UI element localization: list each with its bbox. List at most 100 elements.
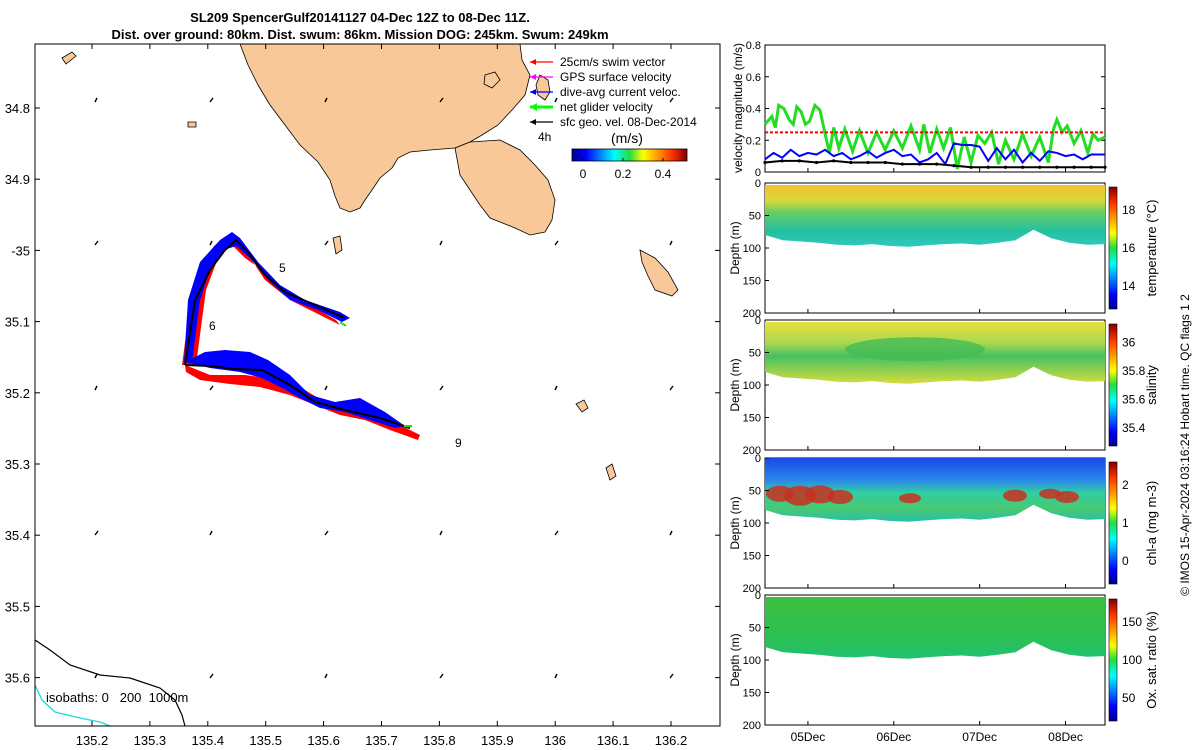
- map-x-tick-label: 135.6: [307, 733, 340, 748]
- colorbar-tick-label: 2: [1122, 478, 1129, 492]
- map-x-tick-label: 135.7: [365, 733, 398, 748]
- legend-time-step: 4h: [538, 130, 551, 144]
- island-land: [61, 51, 77, 65]
- map-x-axis: 135.2 135.3 135.4 135.5 135.6 135.7 135.8 135.9…: [76, 44, 687, 748]
- section-data-field: [765, 185, 1105, 247]
- chart-title-line1: SL209 SpencerGulf20141127 04-Dec 12Z to …: [190, 10, 530, 25]
- colorbar-label: chl-a (mg m-3): [1144, 481, 1159, 566]
- section-y-tick-label: 150: [743, 688, 761, 700]
- colorbar-tick-label: 36: [1122, 335, 1136, 349]
- geo-velocity-arrow: [324, 385, 328, 391]
- velocity-point: [814, 160, 819, 165]
- island-land: [483, 71, 501, 89]
- velocity-point: [866, 160, 870, 165]
- map-y-axis: 34.8 34.9 -35 35.1 35.2 35.3 35.4 35.5 35.6: [5, 101, 720, 686]
- section-y-tick-label: 50: [749, 486, 761, 498]
- velocity-point: [1055, 165, 1059, 169]
- velocity-point: [883, 160, 887, 165]
- map-x-tick-label: 135.8: [423, 733, 456, 748]
- map-x-tick-label: 136.1: [597, 733, 630, 748]
- map-y-tick-label: 35.3: [5, 457, 30, 472]
- geo-velocity-arrow: [439, 240, 443, 246]
- velocity-ylabel: velocity magnitude (m/s): [731, 43, 745, 173]
- salinity-low-patch: [845, 337, 985, 362]
- section-y-tick-label: 50: [749, 348, 761, 360]
- colorbar-label: salinity: [1144, 365, 1159, 405]
- map-x-tick-label: 135.4: [192, 733, 225, 748]
- velocity-y-tick-label: 0.2: [746, 135, 761, 147]
- geo-velocity-arrow: [94, 240, 99, 246]
- island-land: [639, 249, 679, 297]
- velocity-y-tick-label: 0.4: [746, 104, 761, 116]
- glider-ground-track: [184, 238, 346, 366]
- colorbar-tick: 0.4: [655, 167, 672, 181]
- section-y-tick-label: 0: [755, 453, 761, 465]
- section-y-tick-label: 50: [749, 211, 761, 223]
- track-current-band: [184, 232, 350, 362]
- section-x-tick-label: 05Dec: [791, 730, 826, 744]
- geo-velocity-arrow: [94, 530, 99, 536]
- colorbar-label: (m/s): [611, 130, 643, 146]
- geo-velocity-arrow: [94, 385, 98, 391]
- geo-velocity-arrow: [554, 385, 558, 391]
- section-y-tick-label: 200: [743, 308, 761, 320]
- island-land: [535, 74, 551, 101]
- section-colorbar: [1108, 598, 1118, 722]
- geo-velocity-arrow: [324, 673, 328, 679]
- velocity-colorbar: (m/s) 0 0.2 0.4: [571, 130, 688, 181]
- net-velocity-arrow: [339, 321, 347, 327]
- velocity-y-tick-label: 0.8: [746, 40, 761, 52]
- colorbar-tick-label: 0: [1122, 554, 1129, 568]
- geo-velocity-arrow: [94, 673, 98, 679]
- section-x-tick-label: 08Dec: [1048, 730, 1083, 744]
- colorbar-tick-label: 35.6: [1122, 392, 1146, 406]
- day-label: 6: [209, 319, 216, 333]
- glider-track-map: 5 6 9 135.2 135.3 135.4 135.5 135.6 135.7 135.…: [5, 43, 721, 748]
- legend-swim-vector: 25cm/s swim vector: [560, 55, 665, 69]
- velocity-point: [1103, 165, 1107, 169]
- section-y-tick-label: 150: [743, 413, 761, 425]
- velocity-point: [1089, 165, 1093, 169]
- chl-maximum-patch: [899, 493, 921, 504]
- map-y-tick-label: 34.9: [5, 172, 30, 187]
- velocity-magnitude-panel: 0 0.2 0.4 0.6 0.8 velocity magnitude (m/s): [731, 40, 1107, 179]
- colorbar-tick-label: 100: [1122, 653, 1142, 667]
- track-swim-band: [185, 365, 420, 440]
- map-x-tick-label: 135.9: [481, 733, 514, 748]
- map-y-tick-label: 35.1: [5, 315, 30, 330]
- velocity-series-dive-avg-current: [764, 142, 1105, 167]
- velocity-y-tick-label: 0.6: [746, 72, 761, 84]
- geo-velocity-arrow: [324, 97, 328, 103]
- map-x-tick-label: 135.2: [76, 733, 109, 748]
- colorbar-tick-label: 35.4: [1122, 421, 1146, 435]
- legend-current-velocity: dive-avg current veloc.: [560, 85, 681, 99]
- chl-maximum-patch: [1055, 491, 1079, 503]
- section-ylabel: Depth (m): [728, 221, 742, 274]
- velocity-point: [1003, 165, 1008, 169]
- geo-velocity-arrow: [669, 97, 674, 103]
- section-colorbar: [1108, 323, 1118, 447]
- velocity-point: [1020, 165, 1025, 169]
- southern-yorke-land: [454, 139, 556, 236]
- geo-velocity-arrow: [439, 385, 444, 391]
- glider-ground-track: [184, 364, 411, 429]
- depth-section-chl-a: 0 50 100 150 200 Depth (m) 0 1 2 chl-a (mg m-3): [728, 453, 1159, 595]
- isobaths-label: isobaths: 0 200 1000m: [46, 690, 188, 705]
- colorbar-tick-label: 18: [1122, 203, 1136, 217]
- section-y-tick-label: 150: [743, 551, 761, 563]
- section-y-tick-label: 200: [743, 445, 761, 457]
- geo-velocity-arrow: [209, 673, 214, 679]
- map-y-tick-label: 34.8: [5, 101, 30, 116]
- geo-velocity-arrow: [324, 530, 329, 536]
- geo-velocity-arrow: [324, 240, 329, 246]
- geo-velocity-arrow: [439, 530, 443, 536]
- island-land: [332, 235, 343, 255]
- geo-velocity-arrow: [209, 385, 214, 391]
- geo-velocity-arrow: [669, 240, 673, 246]
- section-y-tick-label: 0: [755, 178, 761, 190]
- map-y-tick-label: -35: [11, 243, 30, 258]
- velocity-point: [1038, 165, 1042, 169]
- eyre-peninsula-land: [239, 44, 531, 213]
